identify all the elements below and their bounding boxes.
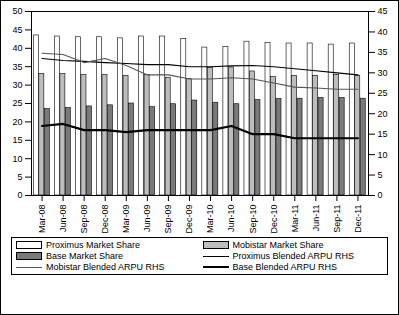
svg-text:Dec-11: Dec-11 bbox=[353, 205, 363, 233]
svg-text:Jun-08: Jun-08 bbox=[58, 205, 68, 233]
html-text:Proximus Market Share: Proximus Market Share bbox=[46, 240, 140, 250]
svg-text:25: 25 bbox=[378, 88, 388, 98]
svg-text:5: 5 bbox=[17, 172, 22, 182]
html-text:Base Market Share: Base Market Share bbox=[46, 251, 123, 261]
svg-text:Jun-11: Jun-11 bbox=[311, 205, 321, 232]
svg-text:Sep-10: Sep-10 bbox=[248, 205, 258, 234]
svg-text:Sep-09: Sep-09 bbox=[163, 205, 173, 234]
svg-text:Mar-10: Mar-10 bbox=[205, 205, 215, 234]
svg-text:45: 45 bbox=[12, 25, 22, 35]
svg-text:10: 10 bbox=[378, 149, 388, 159]
svg-text:Sep-11: Sep-11 bbox=[332, 205, 342, 233]
svg-text:45: 45 bbox=[378, 6, 388, 16]
svg-text:35: 35 bbox=[378, 47, 388, 57]
html-text:Mobistar Market Share: Mobistar Market Share bbox=[232, 240, 324, 250]
svg-text:0: 0 bbox=[17, 190, 22, 200]
svg-text:20: 20 bbox=[12, 117, 22, 127]
svg-text:Jun-09: Jun-09 bbox=[142, 205, 152, 233]
svg-text:40: 40 bbox=[378, 27, 388, 37]
svg-text:15: 15 bbox=[378, 129, 388, 139]
svg-text:Dec-09: Dec-09 bbox=[184, 205, 194, 234]
svg-text:Sep-08: Sep-08 bbox=[79, 205, 89, 234]
svg-text:Mar-08: Mar-08 bbox=[37, 205, 47, 234]
svg-text:Dec-08: Dec-08 bbox=[100, 205, 110, 234]
svg-text:30: 30 bbox=[12, 80, 22, 90]
svg-text:35: 35 bbox=[12, 62, 22, 72]
svg-text:Mar-11: Mar-11 bbox=[290, 205, 300, 233]
svg-text:40: 40 bbox=[12, 43, 22, 53]
svg-text:50: 50 bbox=[12, 6, 22, 16]
html-text:Base Blended ARPU RHS: Base Blended ARPU RHS bbox=[232, 262, 338, 272]
svg-text:0: 0 bbox=[378, 190, 383, 200]
svg-text:10: 10 bbox=[12, 154, 22, 164]
html-text:Proximus Blended ARPU RHS: Proximus Blended ARPU RHS bbox=[232, 251, 355, 261]
svg-text:5: 5 bbox=[378, 170, 383, 180]
html-text:Mobistar Blended ARPU RHS: Mobistar Blended ARPU RHS bbox=[46, 262, 165, 272]
svg-text:25: 25 bbox=[12, 98, 22, 108]
svg-text:15: 15 bbox=[12, 135, 22, 145]
svg-text:30: 30 bbox=[378, 68, 388, 78]
svg-text:Jun-10: Jun-10 bbox=[226, 205, 236, 233]
svg-text:Dec-10: Dec-10 bbox=[269, 205, 279, 234]
svg-text:Mar-09: Mar-09 bbox=[121, 205, 131, 234]
svg-text:20: 20 bbox=[378, 109, 388, 119]
